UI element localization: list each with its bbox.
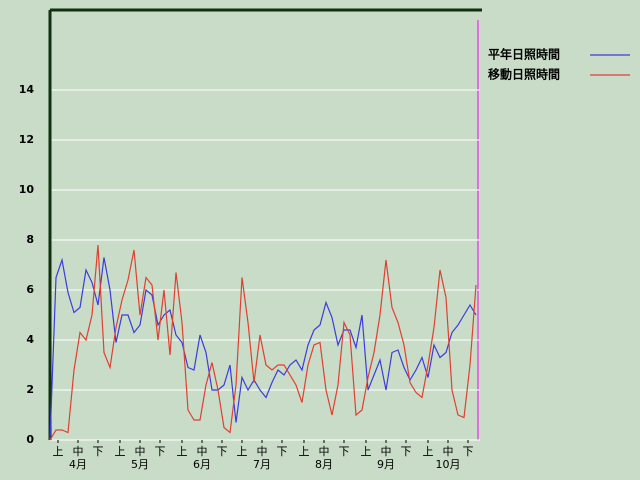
y-tick-label: 12 [19, 133, 34, 146]
month-label: 6月 [193, 458, 211, 471]
month-label: 7月 [253, 458, 271, 471]
x-tick-label: 上 [299, 445, 310, 458]
x-tick-label: 上 [115, 445, 126, 458]
x-tick-label: 下 [339, 445, 350, 458]
x-tick-label: 中 [443, 445, 454, 458]
y-tick-label: 14 [19, 83, 35, 96]
y-tick-label: 2 [26, 383, 34, 396]
x-tick-label: 中 [381, 445, 392, 458]
y-tick-label: 4 [26, 333, 34, 346]
x-tick-label: 上 [53, 445, 64, 458]
series-line [49, 257, 477, 441]
month-label: 5月 [131, 458, 149, 471]
x-tick-label: 下 [217, 445, 228, 458]
x-tick-label: 中 [319, 445, 330, 458]
month-label: 4月 [69, 458, 87, 471]
legend-label: 移動日照時間 [488, 67, 560, 82]
x-tick-label: 上 [423, 445, 434, 458]
month-label: 10月 [436, 458, 461, 471]
x-tick-label: 下 [93, 445, 104, 458]
month-label: 9月 [377, 458, 395, 471]
series-line [49, 244, 477, 441]
legend-label: 平年日照時間 [488, 47, 560, 62]
x-tick-label: 上 [361, 445, 372, 458]
y-tick-label: 8 [26, 233, 34, 246]
y-tick-label: 0 [26, 433, 34, 446]
month-label: 8月 [315, 458, 333, 471]
x-tick-label: 上 [237, 445, 248, 458]
x-tick-label: 下 [401, 445, 412, 458]
x-tick-label: 中 [73, 445, 84, 458]
x-tick-label: 中 [135, 445, 146, 458]
y-tick-label: 10 [19, 183, 35, 196]
x-tick-label: 中 [197, 445, 208, 458]
x-tick-label: 下 [463, 445, 474, 458]
y-tick-label: 6 [26, 283, 34, 296]
x-tick-label: 下 [277, 445, 288, 458]
x-tick-label: 中 [257, 445, 268, 458]
x-tick-label: 下 [155, 445, 166, 458]
x-tick-label: 上 [177, 445, 188, 458]
